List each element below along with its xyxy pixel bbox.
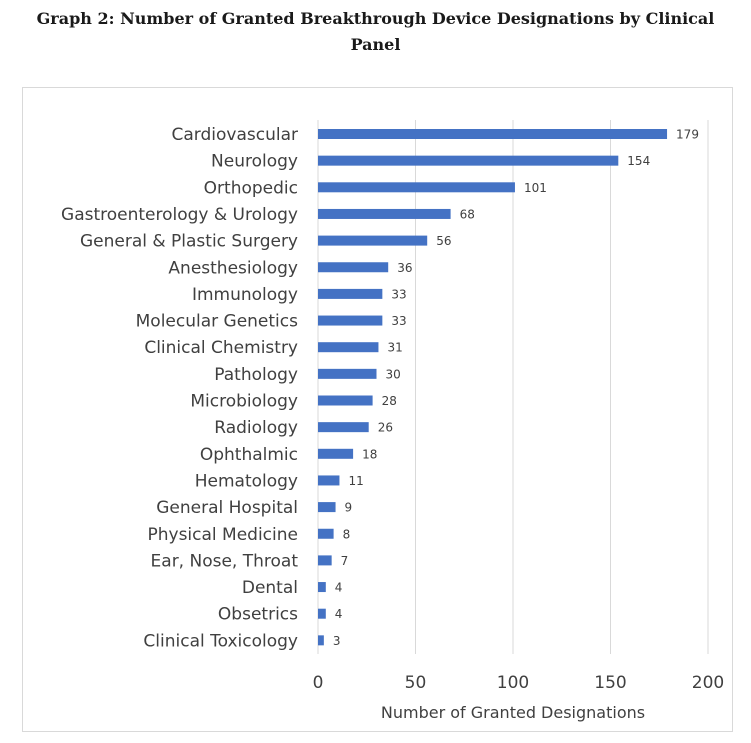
category-label: Hematology	[195, 471, 298, 491]
bar	[318, 182, 515, 193]
chart-frame	[22, 87, 733, 732]
category-label: Gastroenterology & Urology	[61, 205, 298, 225]
bar	[318, 582, 326, 593]
bar	[318, 555, 332, 566]
bar	[318, 528, 334, 539]
value-label: 26	[378, 421, 393, 435]
category-label: Pathology	[214, 365, 298, 385]
category-label: Molecular Genetics	[136, 312, 299, 332]
value-label: 154	[627, 154, 650, 168]
category-label: Cardiovascular	[172, 125, 298, 145]
value-label: 9	[345, 501, 353, 515]
value-label: 33	[391, 287, 406, 301]
category-label: Neurology	[211, 152, 298, 172]
category-label: Microbiology	[190, 392, 298, 412]
category-label: Anesthesiology	[168, 258, 298, 278]
chart-title: Graph 2: Number of Granted Breakthrough …	[36, 9, 715, 54]
category-label: General & Plastic Surgery	[80, 232, 298, 252]
bar	[318, 502, 336, 513]
category-label: Radiology	[214, 418, 298, 438]
bar	[318, 368, 377, 379]
value-label: 68	[460, 207, 475, 221]
bar	[318, 635, 324, 646]
value-label: 56	[436, 234, 451, 248]
category-label: Physical Medicine	[147, 525, 298, 545]
bar	[318, 155, 619, 166]
value-label: 11	[348, 474, 363, 488]
x-tick-label: 100	[497, 673, 529, 693]
x-tick-label: 50	[405, 673, 427, 693]
value-label: 179	[676, 128, 699, 142]
category-label: Obsetrics	[218, 605, 298, 625]
bar	[318, 608, 326, 619]
category-labels: Cardiovascular Neurology Orthopedic Gastroe…	[61, 125, 298, 651]
x-tick-label: 150	[594, 673, 626, 693]
value-label: 7	[341, 554, 349, 568]
bar	[318, 475, 340, 486]
category-label: Ophthalmic	[200, 445, 298, 465]
value-label: 18	[362, 447, 377, 461]
category-label: Immunology	[192, 285, 298, 305]
gridlines	[317, 120, 709, 654]
category-label: Ear, Nose, Throat	[151, 551, 299, 571]
x-tick-label: 200	[692, 673, 724, 693]
category-label: Clinical Toxicology	[143, 631, 298, 651]
value-label: 3	[333, 634, 341, 648]
value-label: 28	[382, 394, 397, 408]
category-label: Dental	[242, 578, 298, 598]
value-label: 8	[343, 527, 351, 541]
x-axis-title: Number of Granted Designations	[381, 703, 645, 722]
value-label: 31	[387, 341, 402, 355]
bar	[318, 288, 383, 299]
bar	[318, 448, 354, 459]
bar	[318, 235, 428, 246]
value-label: 33	[391, 314, 406, 328]
x-tick-label: 0	[313, 673, 324, 693]
bar	[318, 422, 369, 433]
category-label: Orthopedic	[204, 178, 298, 198]
value-label: 36	[397, 261, 412, 275]
bar	[318, 342, 379, 353]
value-label: 4	[335, 607, 343, 621]
category-label: Clinical Chemistry	[144, 338, 298, 358]
category-label: General Hospital	[156, 498, 298, 518]
bar	[318, 395, 373, 406]
value-label: 101	[524, 181, 547, 195]
bars	[318, 129, 668, 646]
x-tick-labels: 0 50 100 150 200	[313, 673, 725, 693]
value-label: 4	[335, 581, 343, 595]
bar	[318, 129, 668, 139]
bar	[318, 315, 383, 326]
bar	[318, 208, 451, 219]
value-label: 30	[386, 367, 401, 381]
bar	[318, 262, 389, 273]
